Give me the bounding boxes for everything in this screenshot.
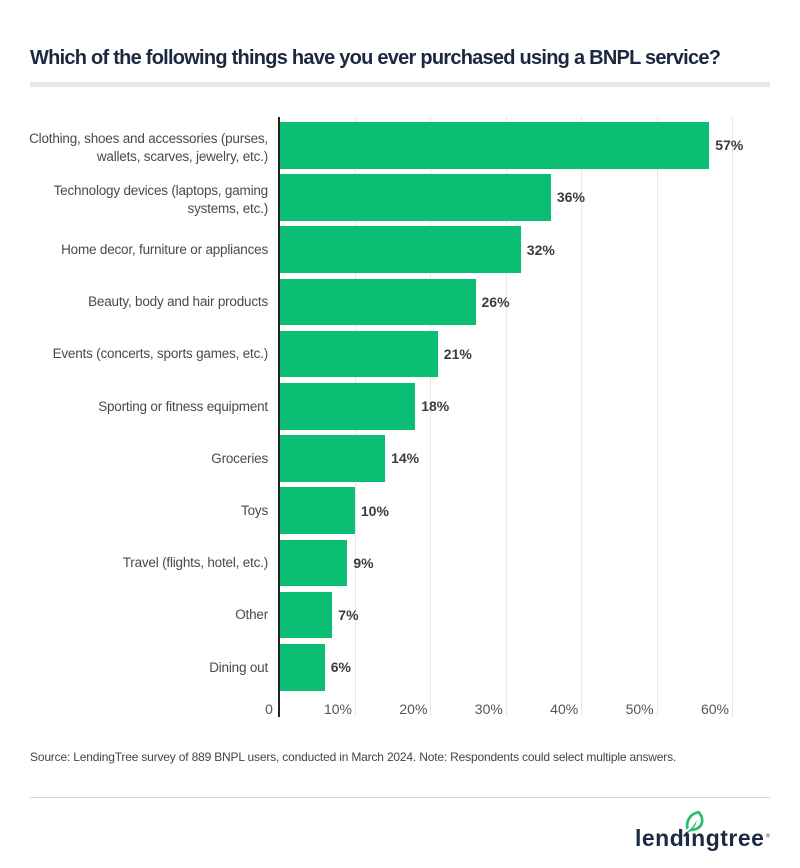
svg-text:lendıngtree: lendıngtree [635,825,764,851]
svg-text:®: ® [766,833,770,840]
